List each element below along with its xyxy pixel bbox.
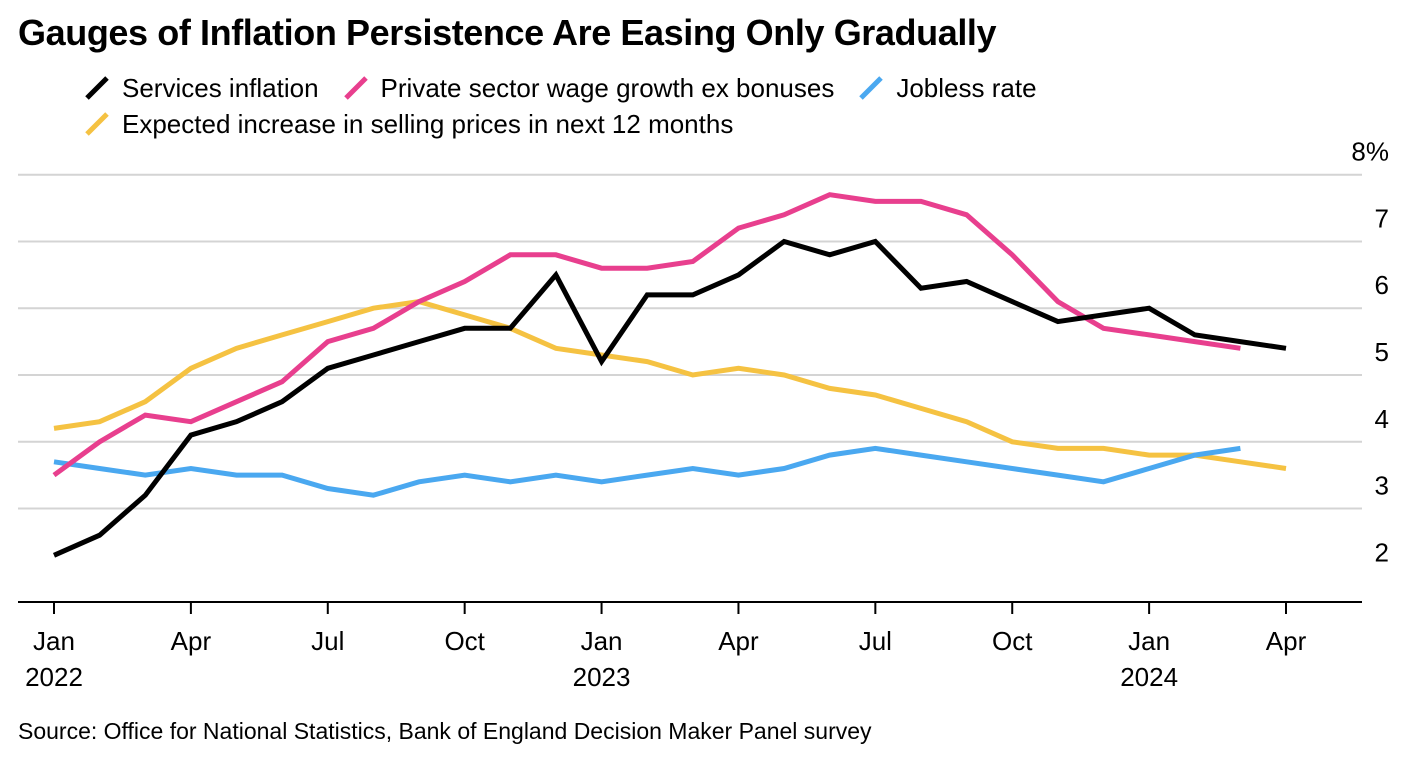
x-tick-label-3: Oct [444, 626, 485, 656]
legend-item-wages: Private sector wage growth ex bonuses [341, 72, 835, 104]
legend-swatch-jobless [859, 76, 884, 100]
y-tick-label-7: 7 [1375, 203, 1389, 233]
y-tick-label-8: 8% [1351, 137, 1389, 167]
legend-label-wages: Private sector wage growth ex bonuses [380, 72, 835, 103]
legend-swatch-services [85, 76, 109, 100]
x-tick-label-0: Jan [33, 626, 75, 656]
y-tick-label-3: 3 [1375, 471, 1389, 501]
x-tick-year-8: 2024 [1120, 662, 1178, 692]
chart-title: Gauges of Inflation Persistence Are Easi… [18, 12, 997, 53]
x-tick-year-4: 2023 [573, 662, 631, 692]
x-tick-label-7: Oct [992, 626, 1033, 656]
x-tick-label-4: Jan [581, 626, 623, 656]
legend-row-2: Expected increase in selling prices in n… [82, 106, 1182, 142]
series-services-inflation-line [52, 238, 1287, 558]
legend-label-selling-prices: Expected increase in selling prices in n… [122, 108, 734, 139]
legend-item-jobless: Jobless rate [856, 72, 1037, 104]
x-tick-label-8: Jan [1128, 626, 1170, 656]
y-tick-label-5: 5 [1375, 337, 1389, 367]
series-jobless-rate-line [53, 445, 1241, 498]
y-tick-label-4: 4 [1375, 404, 1389, 434]
legend-label-services: Services inflation [122, 72, 319, 103]
x-tick-label-9: Apr [1266, 626, 1307, 656]
legend-row-1: Services inflation Private sector wage g… [82, 70, 1182, 106]
series-wage-growth-line [52, 192, 1241, 478]
legend: Services inflation Private sector wage g… [82, 70, 1182, 142]
legend-label-jobless: Jobless rate [896, 72, 1037, 103]
x-tick-label-1: Apr [171, 626, 212, 656]
source-note: Source: Office for National Statistics, … [18, 718, 872, 744]
legend-swatch-selling-prices [85, 112, 109, 136]
legend-item-selling-prices: Expected increase in selling prices in n… [82, 109, 733, 140]
x-tick-label-2: Jul [311, 626, 344, 656]
x-tick-label-6: Jul [859, 626, 892, 656]
legend-swatch-wages [343, 76, 368, 100]
x-tick-label-5: Apr [718, 626, 759, 656]
y-tick-label-6: 6 [1375, 270, 1389, 300]
series-selling-prices-line [53, 299, 1287, 471]
line-chart: 8% 7 6 5 4 3 2 Jan 2022 Apr Jul Oct Jan 2023 Apr Jul Oct… [18, 137, 1389, 692]
x-tick-year-0: 2022 [25, 662, 83, 692]
legend-item-services: Services inflation [82, 73, 319, 104]
y-tick-label-2: 2 [1375, 537, 1389, 567]
